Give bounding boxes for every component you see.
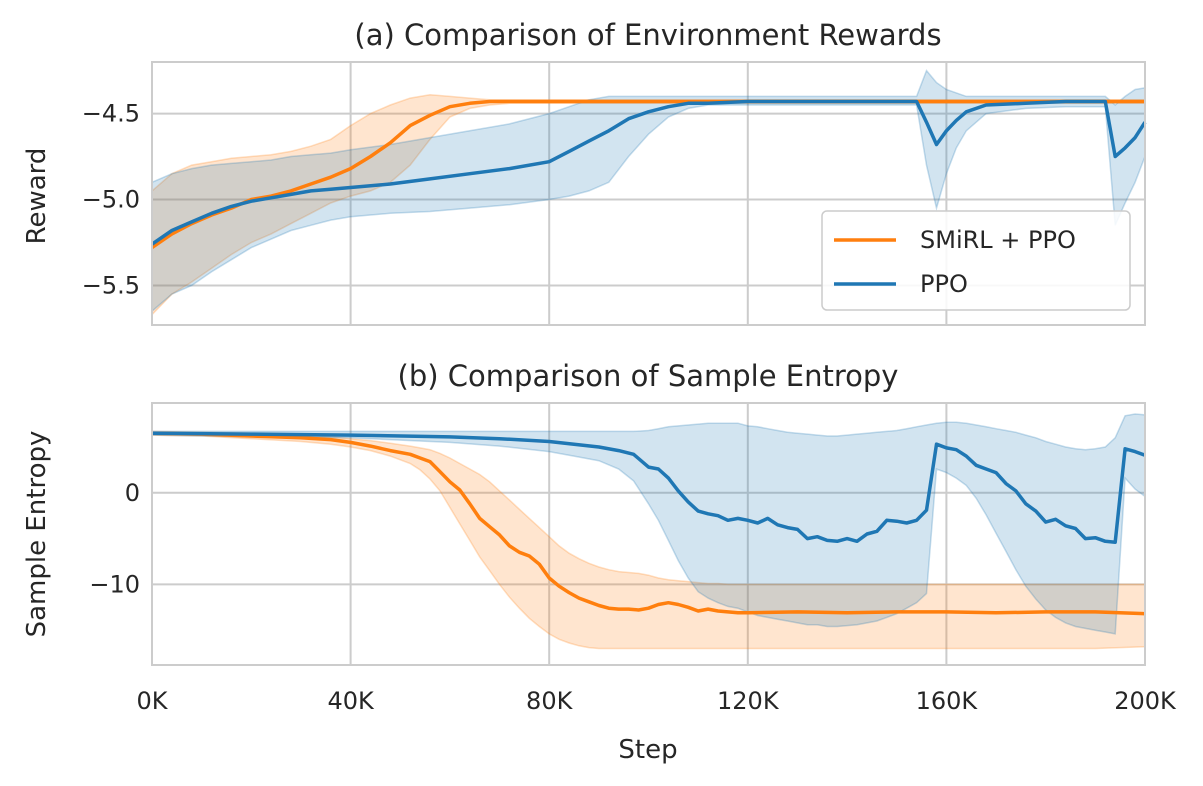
line-ppo [151, 431, 1146, 544]
x-tick-label: 120K [717, 687, 780, 715]
series-lines [151, 431, 1146, 616]
line-ppo [151, 99, 1147, 246]
x-tick-label: 160K [916, 687, 979, 715]
line-smirl-ppo [151, 431, 1146, 616]
y-tick-label: −5.0 [82, 186, 140, 214]
x-axis-label: Step [618, 735, 677, 765]
plot-frame [151, 61, 1146, 326]
x-tick-labels: 0K 40K 80K 120K 160K 200K [136, 687, 1177, 715]
chart-title: (b) Comparison of Sample Entropy [398, 359, 899, 393]
legend-box [821, 210, 1131, 311]
y-axis-label: Sample Entropy [22, 431, 52, 638]
legend-label-smirl: SMiRL + PPO [920, 226, 1076, 254]
y-axis-label: Reward [22, 148, 52, 245]
series-lines [151, 99, 1147, 250]
panel-sample-entropy: (b) Comparison of Sample Entropy 0 −10 0K… [22, 359, 1177, 765]
x-tick-label: 40K [327, 687, 375, 715]
y-tick-label: 0 [125, 479, 140, 507]
y-tick-labels: 0 −10 [89, 479, 140, 599]
y-tick-label: −10 [89, 570, 140, 598]
y-tick-labels: −4.5 −5.0 −5.5 [82, 100, 140, 300]
y-tick-label: −4.5 [82, 100, 140, 128]
x-tick-label: 80K [526, 687, 574, 715]
legend-label-ppo: PPO [920, 270, 968, 298]
plot-frame [151, 402, 1146, 666]
x-tick-label: 200K [1114, 687, 1177, 715]
y-tick-label: −5.5 [82, 271, 140, 299]
panel-environment-rewards: (a) Comparison of Environment Rewards −4… [22, 18, 1147, 326]
legend: SMiRL + PPO PPO [821, 210, 1131, 311]
chart-title: (a) Comparison of Environment Rewards [354, 18, 941, 52]
x-tick-label: 0K [136, 687, 168, 715]
